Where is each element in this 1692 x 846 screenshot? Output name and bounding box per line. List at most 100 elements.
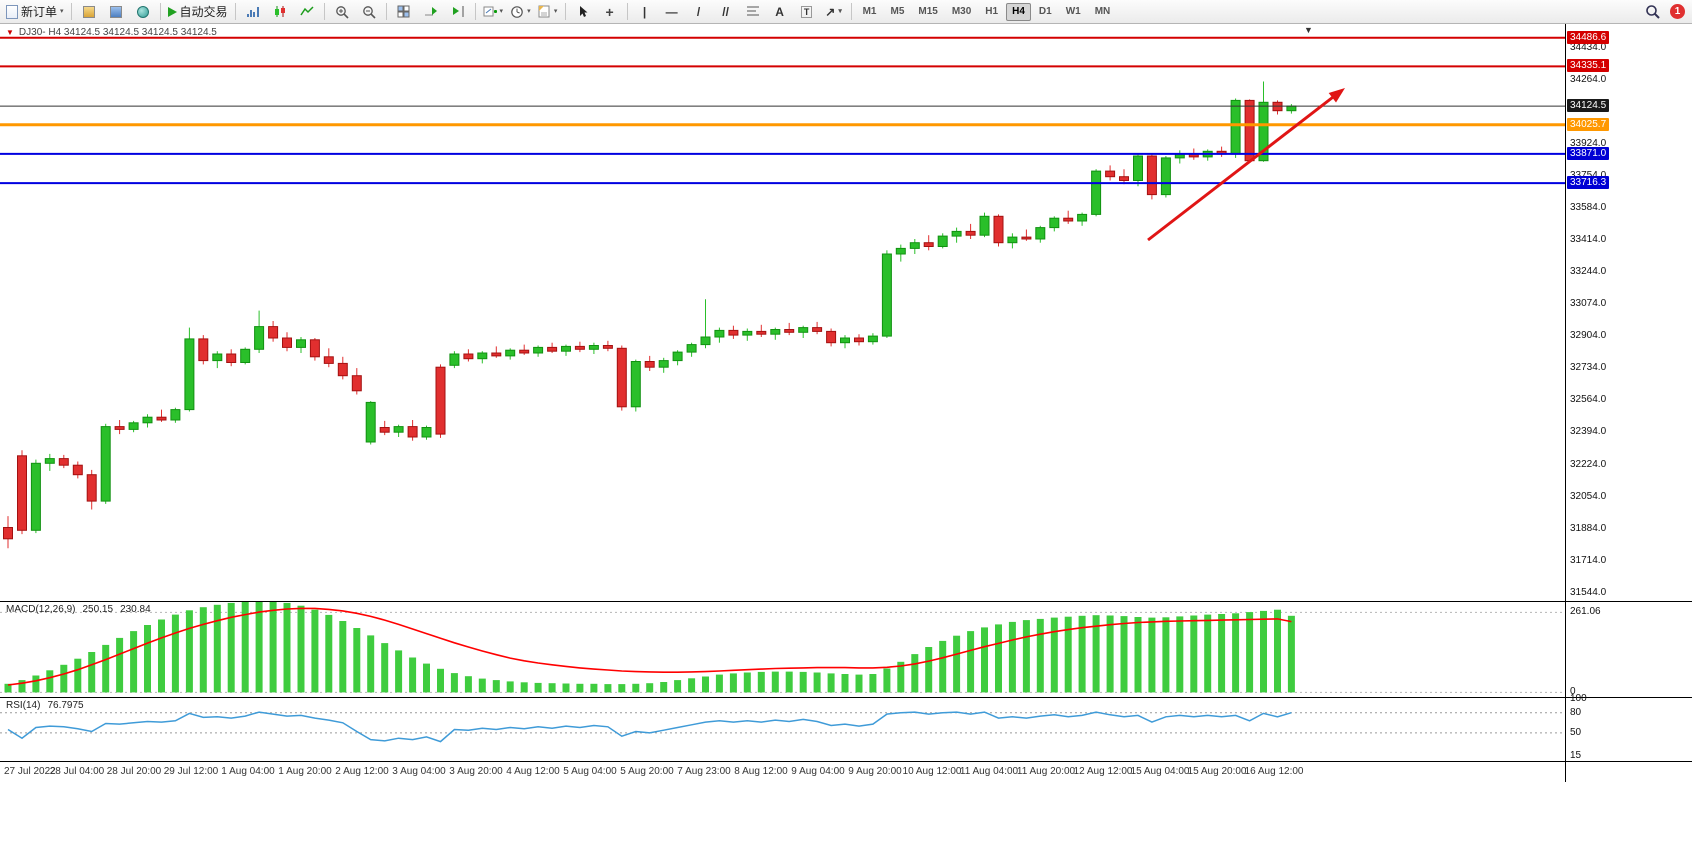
timeframe-m1-button[interactable]: M1 — [862, 6, 877, 17]
chart-shift-button[interactable] — [445, 2, 471, 22]
price-axis-label: 33584.0 — [1570, 202, 1607, 213]
time-axis-label: 3 Aug 04:00 — [392, 766, 446, 777]
toolbar: 新订单 ▾ 自动交易 ▾ — [0, 0, 1692, 24]
line-chart-button[interactable] — [294, 2, 320, 22]
search-button[interactable] — [1639, 2, 1665, 22]
timeframe-mn-button[interactable]: MN — [1094, 6, 1111, 17]
time-axis-label: 12 Aug 12:00 — [1073, 766, 1133, 777]
rsi-name: RSI(14) — [6, 700, 41, 711]
auto-trading-button[interactable]: 自动交易 — [165, 2, 231, 22]
timeframe-m30-button[interactable]: M30 — [951, 6, 972, 17]
rsi-indicator-title: RSI(14) 76.7975 — [6, 700, 84, 711]
zoom-out-button[interactable] — [356, 2, 382, 22]
price-axis-label: 33244.0 — [1570, 266, 1607, 278]
vertical-line-button[interactable]: | — [632, 2, 658, 22]
level-price-tag: 34486.6 — [1567, 30, 1610, 44]
indicators-button[interactable]: ▾ — [480, 2, 507, 22]
timeframe-d1-button[interactable]: D1 — [1038, 6, 1052, 17]
chevron-down-icon: ▾ — [553, 8, 558, 15]
price-axis-label: 32394.0 — [1570, 426, 1607, 438]
toolbar-separator — [474, 3, 476, 20]
tile-windows-button[interactable] — [391, 2, 417, 22]
timeframe-m15-button[interactable]: M15 — [918, 6, 938, 17]
auto-scroll-button[interactable] — [418, 2, 444, 22]
bar-chart-icon — [246, 5, 260, 18]
level-price-tag: 33871.0 — [1567, 146, 1610, 160]
zoom-in-button[interactable] — [329, 2, 355, 22]
toolbar-separator — [159, 3, 161, 20]
candlestick-chart-icon — [273, 5, 287, 18]
price-axis-label: 31714.0 — [1570, 554, 1607, 566]
zoom-in-icon — [335, 5, 349, 19]
timeframe-m5-button[interactable]: M5 — [890, 6, 905, 17]
level-price-tag: 34335.1 — [1567, 59, 1610, 73]
notification-badge[interactable]: 1 — [1670, 4, 1685, 19]
time-axis-label: 7 Aug 23:00 — [677, 766, 731, 777]
new-order-label: 新订单 — [21, 5, 58, 19]
new-order-icon — [6, 4, 18, 19]
templates-icon — [538, 5, 551, 18]
chart-shift-marker-icon[interactable]: ▼ — [1304, 25, 1313, 35]
current-price-tag: 34124.5 — [1567, 99, 1610, 113]
fibonacci-icon — [746, 5, 760, 18]
crosshair-icon: + — [605, 3, 614, 20]
macd-main-value: 250.15 — [82, 604, 114, 615]
time-axis-label: 4 Aug 12:00 — [506, 766, 560, 777]
price-axis[interactable]: 34434.0 34264.0 33924.0 33754.0 33584.0 33414… — [1566, 0, 1692, 846]
text-label-button[interactable]: T — [794, 2, 820, 22]
time-axis-label: 1 Aug 04:00 — [221, 766, 275, 777]
time-axis[interactable]: 27 Jul 2022 28 Jul 04:00 28 Jul 20:00 29 Ju… — [0, 762, 1565, 782]
price-axis-label: 33074.0 — [1570, 298, 1607, 310]
candlestick-chart-button[interactable] — [267, 2, 293, 22]
time-axis-label: 5 Aug 04:00 — [563, 766, 617, 777]
templates-button[interactable]: ▾ — [535, 2, 561, 22]
text-button[interactable]: A — [767, 2, 793, 22]
market-watch-button[interactable] — [103, 2, 129, 22]
equidistant-channel-button[interactable]: // — [713, 2, 739, 22]
price-axis-label: 32564.0 — [1570, 394, 1607, 406]
bar-chart-button[interactable] — [240, 2, 266, 22]
time-axis-label: 11 Aug 20:00 — [1016, 766, 1076, 777]
timeframe-w1-button[interactable]: W1 — [1065, 6, 1081, 17]
rsi-axis-label: 100 — [1570, 693, 1587, 705]
data-window-button[interactable] — [130, 2, 156, 22]
cursor-button[interactable] — [570, 2, 596, 22]
time-axis-label: 5 Aug 20:00 — [620, 766, 674, 777]
macd-axis-label: 261.06 — [1570, 606, 1601, 618]
chevron-down-icon: ▾ — [838, 8, 842, 15]
time-axis-label: 15 Aug 20:00 — [1187, 766, 1247, 777]
crosshair-button[interactable]: + — [597, 2, 623, 22]
timeframe-h4-button[interactable]: H4 — [1006, 2, 1031, 21]
arrows-button[interactable]: ↗ ▾ — [821, 2, 847, 22]
text-icon: A — [775, 4, 784, 19]
one-click-trading-toggle[interactable]: ▼ — [6, 27, 14, 37]
time-axis-label: 15 Aug 04:00 — [1130, 766, 1190, 777]
trendline-button[interactable]: / — [686, 2, 712, 22]
time-axis-label: 2 Aug 12:00 — [335, 766, 389, 777]
timeframe-h1-button[interactable]: H1 — [985, 6, 999, 17]
channel-icon: // — [722, 4, 729, 19]
level-price-tag: 33716.3 — [1567, 176, 1610, 190]
timeframe-group: M1 M5 M15 M30 H1 H4 D1 W1 MN — [856, 2, 1118, 21]
chart-profile-icon — [82, 5, 95, 18]
toolbar-separator — [234, 3, 236, 20]
tile-windows-icon — [397, 5, 410, 18]
new-order-button[interactable]: 新订单 ▾ — [3, 2, 67, 22]
fibonacci-button[interactable] — [740, 2, 766, 22]
time-axis-label: 27 Jul 2022 — [4, 766, 56, 777]
price-axis-label: 32734.0 — [1570, 362, 1607, 374]
line-chart-icon — [299, 5, 314, 18]
vertical-line-icon: | — [642, 4, 647, 19]
cursor-icon — [577, 5, 589, 18]
time-axis-label: 9 Aug 04:00 — [791, 766, 845, 777]
time-axis-label: 10 Aug 12:00 — [902, 766, 962, 777]
toolbar-separator — [70, 3, 72, 20]
periods-button[interactable]: ▾ — [507, 2, 534, 22]
toolbar-separator — [626, 3, 628, 20]
chart-profile-button[interactable] — [76, 2, 102, 22]
price-axis-label: 32224.0 — [1570, 458, 1607, 470]
rsi-value: 76.7975 — [47, 700, 84, 711]
horizontal-line-button[interactable]: — — [659, 2, 685, 22]
toolbar-separator — [850, 3, 852, 20]
